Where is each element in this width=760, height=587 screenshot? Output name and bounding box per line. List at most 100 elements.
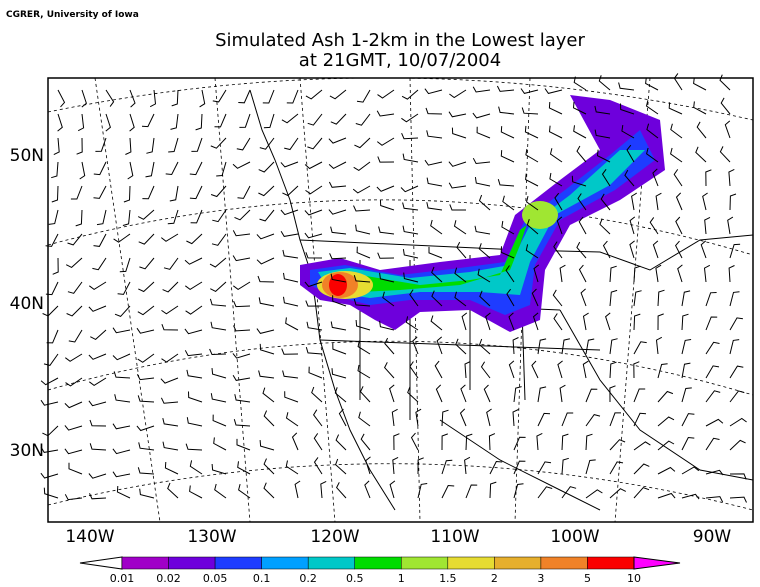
wind-barb xyxy=(210,321,227,331)
wind-barb xyxy=(594,105,611,115)
wind-barb xyxy=(233,281,251,291)
wind-barb xyxy=(549,172,563,187)
wind-barb xyxy=(282,249,299,259)
wind-barb xyxy=(729,243,741,259)
wind-barb xyxy=(428,246,443,259)
wind-barb xyxy=(355,319,371,331)
wind-barb xyxy=(472,157,491,165)
wind-barb xyxy=(137,305,155,316)
wind-barb xyxy=(233,300,251,308)
wind-barb xyxy=(553,241,563,259)
wind-barb xyxy=(112,423,131,430)
wind-barb xyxy=(136,425,155,432)
wind-barb xyxy=(456,241,467,259)
wind-barb xyxy=(89,493,107,500)
wind-barb xyxy=(480,361,491,379)
wind-barb xyxy=(633,313,641,331)
wind-barb xyxy=(281,348,299,355)
wind-barb xyxy=(537,338,547,355)
wind-barb xyxy=(729,439,746,451)
wind-barb xyxy=(629,216,636,235)
wind-barb xyxy=(425,107,443,115)
title: at 21GMT, 10/07/2004 xyxy=(299,50,501,71)
wind-barb xyxy=(382,291,395,307)
colorbar-label: 0.02 xyxy=(156,572,181,585)
colorbar-swatch xyxy=(494,556,542,570)
wind-barb xyxy=(657,363,668,379)
wind-barb xyxy=(237,461,251,475)
wind-barb xyxy=(460,384,467,403)
wind-barb xyxy=(57,89,66,108)
wind-barb xyxy=(162,281,179,293)
wind-barb xyxy=(211,368,227,379)
wind-barb xyxy=(520,88,539,94)
wind-barb xyxy=(186,417,203,427)
wind-barb xyxy=(76,137,83,155)
wind-barb xyxy=(645,100,659,115)
wind-barb xyxy=(308,366,323,379)
wind-barb xyxy=(498,106,515,115)
wind-barb xyxy=(673,73,683,91)
wind-barb xyxy=(465,484,478,499)
wind-barb xyxy=(536,432,543,451)
wind-barb xyxy=(705,169,712,187)
wind-barb xyxy=(729,365,744,379)
wind-barb xyxy=(496,85,515,92)
wind-barb xyxy=(436,336,443,355)
wind-barb xyxy=(75,209,83,227)
wind-barb xyxy=(524,125,539,139)
wind-barb xyxy=(257,275,275,283)
wind-barb xyxy=(199,89,206,108)
wind-barb xyxy=(415,408,422,427)
lon-label: 140W xyxy=(65,527,114,547)
wind-barb xyxy=(633,290,642,307)
wind-barb xyxy=(578,264,587,283)
wind-barb xyxy=(513,460,526,475)
wind-barb xyxy=(167,209,179,225)
wind-barb xyxy=(537,412,551,427)
wind-barb xyxy=(114,305,131,317)
wind-barb xyxy=(258,297,275,307)
wind-barb xyxy=(513,386,522,403)
wind-barb xyxy=(48,209,59,225)
wind-barb xyxy=(330,321,347,331)
wind-barb xyxy=(497,179,515,187)
wind-barb xyxy=(65,257,83,268)
wind-barb xyxy=(681,339,692,355)
wind-barb xyxy=(700,240,707,259)
wind-barb xyxy=(331,368,347,379)
wind-barb xyxy=(681,313,689,331)
wind-barb xyxy=(211,233,227,246)
wind-barb xyxy=(549,148,563,163)
wind-barb xyxy=(93,185,107,199)
wind-barb xyxy=(633,341,647,355)
wind-barb xyxy=(330,226,347,235)
wind-barb xyxy=(169,185,179,202)
wind-barb xyxy=(449,89,467,99)
wind-barb xyxy=(424,159,443,166)
wind-barb xyxy=(233,419,251,427)
wind-barb xyxy=(43,487,59,499)
wind-barb xyxy=(263,113,275,129)
wind-barb xyxy=(657,416,675,427)
wind-barb xyxy=(209,257,227,268)
wind-barb xyxy=(657,466,676,475)
wind-barb xyxy=(95,137,107,152)
wind-barb xyxy=(559,264,566,283)
wind-barb xyxy=(670,147,683,163)
wind-barb xyxy=(305,252,323,259)
wind-barb xyxy=(435,384,443,403)
wind-barb xyxy=(602,240,611,259)
wind-barb xyxy=(283,272,299,283)
wind-barb xyxy=(544,88,563,94)
wind-barb xyxy=(409,361,419,379)
wind-barbs xyxy=(40,73,747,503)
wind-barb xyxy=(633,441,651,451)
wind-barb xyxy=(561,412,574,427)
wind-barb xyxy=(79,161,86,180)
wind-barb xyxy=(161,305,179,315)
wind-barb xyxy=(448,182,467,189)
colorbar-swatch xyxy=(447,556,495,570)
wind-barb xyxy=(585,414,601,427)
wind-barb xyxy=(328,137,347,144)
